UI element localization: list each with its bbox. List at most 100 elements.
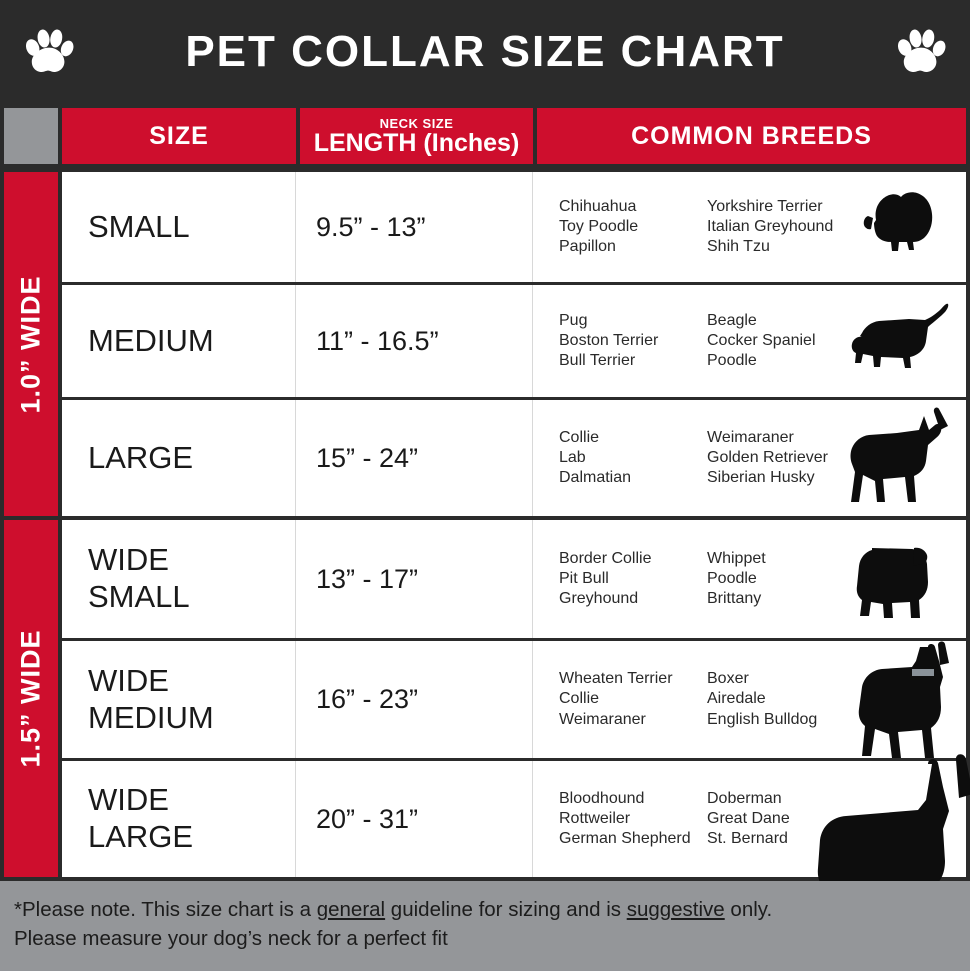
breed-item: Cocker Spaniel	[707, 331, 816, 349]
group-label-text: 1.5” WIDE	[15, 629, 46, 768]
footnote-line-2: Please measure your dog’s neck for a per…	[14, 927, 448, 951]
breed-item: Pit Bull	[559, 569, 609, 587]
breeds-column-1: Pug Boston Terrier Bull Terrier	[559, 311, 707, 372]
size-line-1: LARGE	[88, 439, 194, 475]
size-line-1: WIDE	[88, 542, 169, 578]
cell-length: 13” - 17”	[300, 520, 533, 638]
breeds-column-1: Bloodhound Rottweiler German Shepherd	[559, 789, 707, 850]
breeds-column-2: Yorkshire Terrier Italian Greyhound Shih…	[707, 197, 857, 258]
breed-item: English Bulldog	[707, 710, 818, 728]
breed-item: Whippet	[707, 549, 766, 567]
table-row: MEDIUM 11” - 16.5” Pug Boston Terrier Bu…	[62, 285, 966, 397]
footnote-emphasis-general: general	[316, 898, 386, 921]
breeds-column-2: Doberman Great Dane St. Bernard	[707, 789, 857, 850]
breed-item: Chihuahua	[559, 197, 637, 215]
column-header-size: SIZE	[62, 108, 296, 164]
cell-length: 20” - 31”	[300, 761, 533, 877]
cell-length: 9.5” - 13”	[300, 172, 533, 282]
footnote-line-1: *Please note. This size chart is a gener…	[14, 895, 952, 924]
breed-item: Siberian Husky	[707, 469, 815, 487]
group-label-1-5-wide: 1.5” WIDE	[4, 520, 58, 877]
footnote-text-c: only.	[724, 898, 773, 921]
cell-length: 11” - 16.5”	[300, 285, 533, 397]
title-bar: PET COLLAR SIZE CHART	[0, 0, 970, 104]
breeds-column-1: Collie Lab Dalmatian	[559, 428, 707, 489]
table-row: WIDE SMALL 13” - 17” Border Collie Pit B…	[62, 520, 966, 638]
breeds-column-2: Beagle Cocker Spaniel Poodle	[707, 311, 857, 372]
breed-item: German Shepherd	[559, 830, 691, 848]
breed-item: Poodle	[707, 569, 757, 587]
breed-item: Wheaten Terrier	[559, 670, 673, 688]
size-line-2: MEDIUM	[88, 699, 214, 735]
breed-item: Poodle	[707, 352, 757, 370]
size-line-2: SMALL	[88, 579, 190, 614]
breed-item: Toy Poodle	[559, 217, 639, 235]
cell-breeds: Border Collie Pit Bull Greyhound Whippet…	[537, 520, 966, 638]
table-row: WIDE MEDIUM 16” - 23” Wheaten Terrier Co…	[62, 641, 966, 758]
paw-print-icon	[20, 24, 78, 82]
cell-size: SMALL	[62, 172, 296, 282]
breed-item: Beagle	[707, 311, 757, 329]
cell-length: 16” - 23”	[300, 641, 533, 758]
breed-item: Weimaraner	[559, 710, 646, 728]
breed-item: Italian Greyhound	[707, 217, 834, 235]
size-line-2: LARGE	[88, 819, 194, 854]
breed-item: Bull Terrier	[559, 352, 636, 370]
table-header-row: SIZE NECK SIZE LENGTH (Inches) COMMON BR…	[0, 104, 970, 168]
footnote-emphasis-suggestive: suggestive	[626, 898, 725, 921]
column-header-common-breeds: COMMON BREEDS	[537, 108, 966, 164]
breed-item: Bloodhound	[559, 789, 645, 807]
breed-item: Greyhound	[559, 590, 639, 608]
size-line-1: SMALL	[88, 208, 190, 244]
size-line-1: MEDIUM	[88, 322, 214, 358]
breed-item: Boxer	[707, 670, 749, 688]
breed-item: Lab	[559, 448, 586, 466]
page-title: PET COLLAR SIZE CHART	[185, 27, 785, 76]
cell-breeds: Bloodhound Rottweiler German Shepherd Do…	[537, 761, 966, 877]
breed-item: Great Dane	[707, 809, 790, 827]
breed-item: Collie	[559, 690, 600, 708]
footnote-text-a: *Please note. This size chart is a	[14, 898, 317, 921]
breed-item: Dalmatian	[559, 469, 632, 487]
breed-item: Pug	[559, 311, 588, 329]
cell-breeds: Wheaten Terrier Collie Weimaraner Boxer …	[537, 641, 966, 758]
size-line-1: WIDE	[88, 662, 169, 698]
cell-size: WIDE MEDIUM	[62, 641, 296, 758]
breed-item: Doberman	[707, 789, 782, 807]
breed-item: Weimaraner	[707, 428, 794, 446]
breed-item: Golden Retriever	[707, 448, 828, 466]
breed-item: St. Bernard	[707, 830, 788, 848]
breed-item: Border Collie	[559, 549, 652, 567]
cell-breeds: Collie Lab Dalmatian Weimaraner Golden R…	[537, 400, 966, 516]
breed-item: Shih Tzu	[707, 238, 770, 256]
group-label-text: 1.0” WIDE	[15, 274, 46, 414]
breeds-column-1: Chihuahua Toy Poodle Papillon	[559, 197, 707, 258]
cell-length: 15” - 24”	[300, 400, 533, 516]
footnote-text-b: guideline for sizing and is	[385, 898, 627, 921]
footnote: *Please note. This size chart is a gener…	[0, 881, 970, 971]
cell-breeds: Chihuahua Toy Poodle Papillon Yorkshire …	[537, 172, 966, 282]
breed-item: Yorkshire Terrier	[707, 197, 823, 215]
size-line-1: WIDE	[88, 782, 169, 818]
column-header-length: NECK SIZE LENGTH (Inches)	[300, 108, 533, 164]
cell-size: WIDE SMALL	[62, 520, 296, 638]
column-header-neck-size-sublabel: NECK SIZE	[379, 115, 454, 131]
breed-item: Papillon	[559, 238, 616, 256]
breeds-column-1: Border Collie Pit Bull Greyhound	[559, 549, 707, 610]
size-table: SIZE NECK SIZE LENGTH (Inches) COMMON BR…	[0, 104, 970, 881]
cell-size: MEDIUM	[62, 285, 296, 397]
table-row: SMALL 9.5” - 13” Chihuahua Toy Poodle Pa…	[62, 172, 966, 282]
breed-item: Boston Terrier	[559, 331, 659, 349]
cell-size: LARGE	[62, 400, 296, 516]
paw-print-icon	[892, 24, 950, 82]
table-row: WIDE LARGE 20” - 31” Bloodhound Rottweil…	[62, 761, 966, 877]
cell-size: WIDE LARGE	[62, 761, 296, 877]
breed-item: Brittany	[707, 590, 762, 608]
breeds-column-2: Whippet Poodle Brittany	[707, 549, 857, 610]
breeds-column-2: Boxer Airedale English Bulldog	[707, 669, 857, 730]
breeds-column-2: Weimaraner Golden Retriever Siberian Hus…	[707, 428, 857, 489]
breed-item: Airedale	[707, 690, 766, 708]
column-header-length-main: LENGTH (Inches)	[313, 128, 520, 157]
breeds-column-1: Wheaten Terrier Collie Weimaraner	[559, 669, 707, 730]
